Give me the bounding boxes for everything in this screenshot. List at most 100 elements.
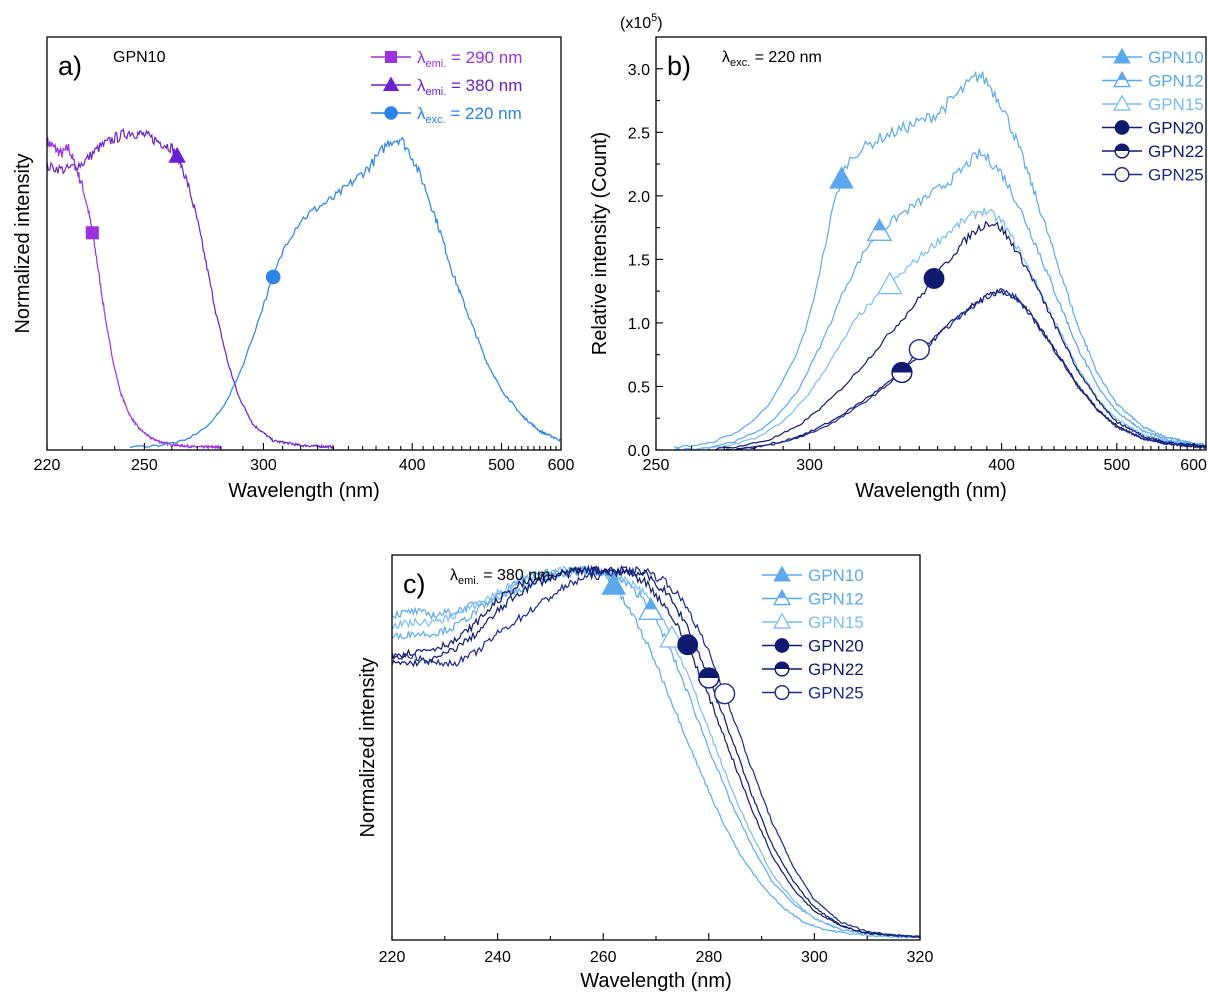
- x-tick-label: 250: [131, 457, 158, 474]
- legend-marker: [774, 661, 790, 677]
- legend-marker: [772, 588, 792, 606]
- legend-entry: GPN15: [762, 612, 864, 632]
- y-tick-label: 2.0: [628, 189, 650, 206]
- x-axis-title: Wavelength (nm): [580, 970, 732, 992]
- y-tick-label: 1.5: [628, 252, 650, 269]
- series-line-gpn12: [673, 148, 1206, 450]
- y-axis: 0.0 0.5 1.0 1.5 2.0 2.5 3.0: [628, 62, 663, 460]
- legend-label: λemi. = 380 nm: [417, 76, 522, 98]
- legend-entry: GPN10: [762, 565, 864, 585]
- legend-entry: λemi. = 290 nm: [371, 48, 522, 70]
- y-axis-title: Relative intensity (Count): [589, 132, 611, 355]
- curve-marker: [877, 271, 903, 295]
- legend-label: GPN15: [808, 613, 864, 632]
- legend-label: GPN10: [1148, 48, 1204, 67]
- legend: GPN10 GPN12 GPN15 GPN20 GPN22 GPN25: [1102, 47, 1204, 185]
- x-tick-label: 320: [907, 949, 934, 966]
- legend-entry: GPN20: [1102, 119, 1204, 138]
- legend-marker: [385, 51, 397, 63]
- series-line-gpn25: [392, 565, 920, 938]
- legend-marker: [774, 638, 790, 653]
- x-tick-label: 500: [488, 457, 515, 474]
- y-tick-label: 0.5: [628, 379, 650, 396]
- x-tick-label: 220: [34, 457, 61, 474]
- legend-marker: [382, 76, 400, 91]
- y-axis-title: Normalized intensity: [12, 153, 34, 333]
- x-tick-label: 600: [548, 457, 575, 474]
- legend-marker: [1112, 94, 1132, 111]
- legend-label: λemi. = 290 nm: [417, 48, 522, 70]
- legend-marker: [1113, 47, 1131, 64]
- curve-marker: [85, 226, 99, 240]
- x-axis: 250 300 400 500 600: [643, 443, 1207, 474]
- legend-entry: GPN12: [1102, 70, 1204, 91]
- legend-label: GPN22: [808, 660, 864, 679]
- legend-label: GPN25: [1148, 166, 1204, 185]
- curve-marker: [659, 624, 685, 648]
- legend-entry: GPN22: [1102, 142, 1204, 161]
- series-line-gpn20: [392, 564, 920, 938]
- x-axis-title: Wavelength (nm): [855, 480, 1007, 502]
- x-tick-label: 240: [484, 949, 511, 966]
- legend-marker: [772, 612, 792, 629]
- legend-marker: [1114, 143, 1130, 159]
- curve-marker: [698, 667, 720, 689]
- series-line-gpn10: [673, 70, 1206, 449]
- curve-marker: [908, 338, 930, 361]
- legend-entry: λemi. = 380 nm: [371, 76, 522, 98]
- x-tick-label: 250: [643, 457, 670, 474]
- y-tick-label: 1.0: [628, 316, 650, 333]
- legend-entry: GPN22: [762, 660, 864, 679]
- legend-label: GPN12: [1148, 72, 1204, 91]
- legend-marker: [773, 565, 791, 582]
- legend-entry: GPN25: [1102, 166, 1204, 185]
- curve-marker: [168, 146, 186, 163]
- y-tick-label: 3.0: [628, 62, 650, 79]
- x-tick-label: 300: [250, 457, 277, 474]
- series-line-curve-1: [47, 127, 334, 450]
- legend-label: GPN10: [808, 566, 864, 585]
- curve-marker: [891, 361, 913, 384]
- legend-entry: GPN12: [762, 588, 864, 609]
- plot-frame: [46, 36, 562, 451]
- panel-a: 220 250 300 400 500 600 Wavelength (nm) Normali…: [12, 36, 575, 502]
- legend-marker: [1114, 166, 1130, 183]
- series-line-gpn25: [724, 287, 1206, 450]
- x-tick-label: 220: [379, 949, 406, 966]
- series-lines: [392, 564, 920, 939]
- panel-c: 220 240 260 280 300 320 Wavelength (nm) Normali…: [357, 554, 934, 992]
- y-axis-title: Normalized intensity: [357, 657, 379, 837]
- series-line-curve-0: [47, 137, 222, 450]
- legend: λemi. = 290 nm λemi. = 380 nm λexc. = 220 …: [371, 48, 522, 126]
- y-tick-label: 0.0: [628, 443, 650, 460]
- panel-annotation: λemi. = 380 nm: [450, 567, 550, 587]
- legend-label: λexc. = 220 nm: [417, 104, 522, 126]
- x-tick-label: 300: [801, 949, 828, 966]
- legend-label: GPN20: [808, 637, 864, 656]
- x-tick-label: 280: [695, 949, 722, 966]
- series-line-curve-2: [129, 136, 561, 449]
- curve-marker: [714, 683, 736, 705]
- series-line-gpn20: [708, 220, 1206, 450]
- legend-label: GPN25: [808, 684, 864, 703]
- legend-label: GPN22: [1148, 142, 1204, 161]
- curve-marker: [265, 269, 281, 285]
- legend-entry: GPN15: [1102, 94, 1204, 114]
- x-axis: 220 240 260 280 300 320: [379, 933, 934, 966]
- y-multiplier: (x105): [620, 12, 663, 32]
- x-tick-label: 500: [1103, 457, 1130, 474]
- x-tick-label: 600: [1180, 457, 1207, 474]
- legend-marker: [384, 106, 398, 120]
- plot-frame: [655, 36, 1207, 451]
- y-tick-label: 2.5: [628, 125, 650, 142]
- legend-label: GPN15: [1148, 95, 1204, 114]
- legend-entry: GPN10: [1102, 47, 1204, 67]
- curve-marker: [677, 634, 699, 656]
- curve-marker: [601, 572, 627, 595]
- panel-letter: c): [403, 569, 426, 599]
- panel-letter: b): [667, 51, 691, 81]
- legend: GPN10 GPN12 GPN15 GPN20 GPN22 GPN25: [762, 565, 864, 703]
- x-tick-label: 400: [399, 457, 426, 474]
- series-lines: [673, 70, 1206, 450]
- panel-b: 250 300 400 500 600 0.0 0.5 1.0 1.5 2.0 2.5 3.0 (x10…: [589, 12, 1207, 502]
